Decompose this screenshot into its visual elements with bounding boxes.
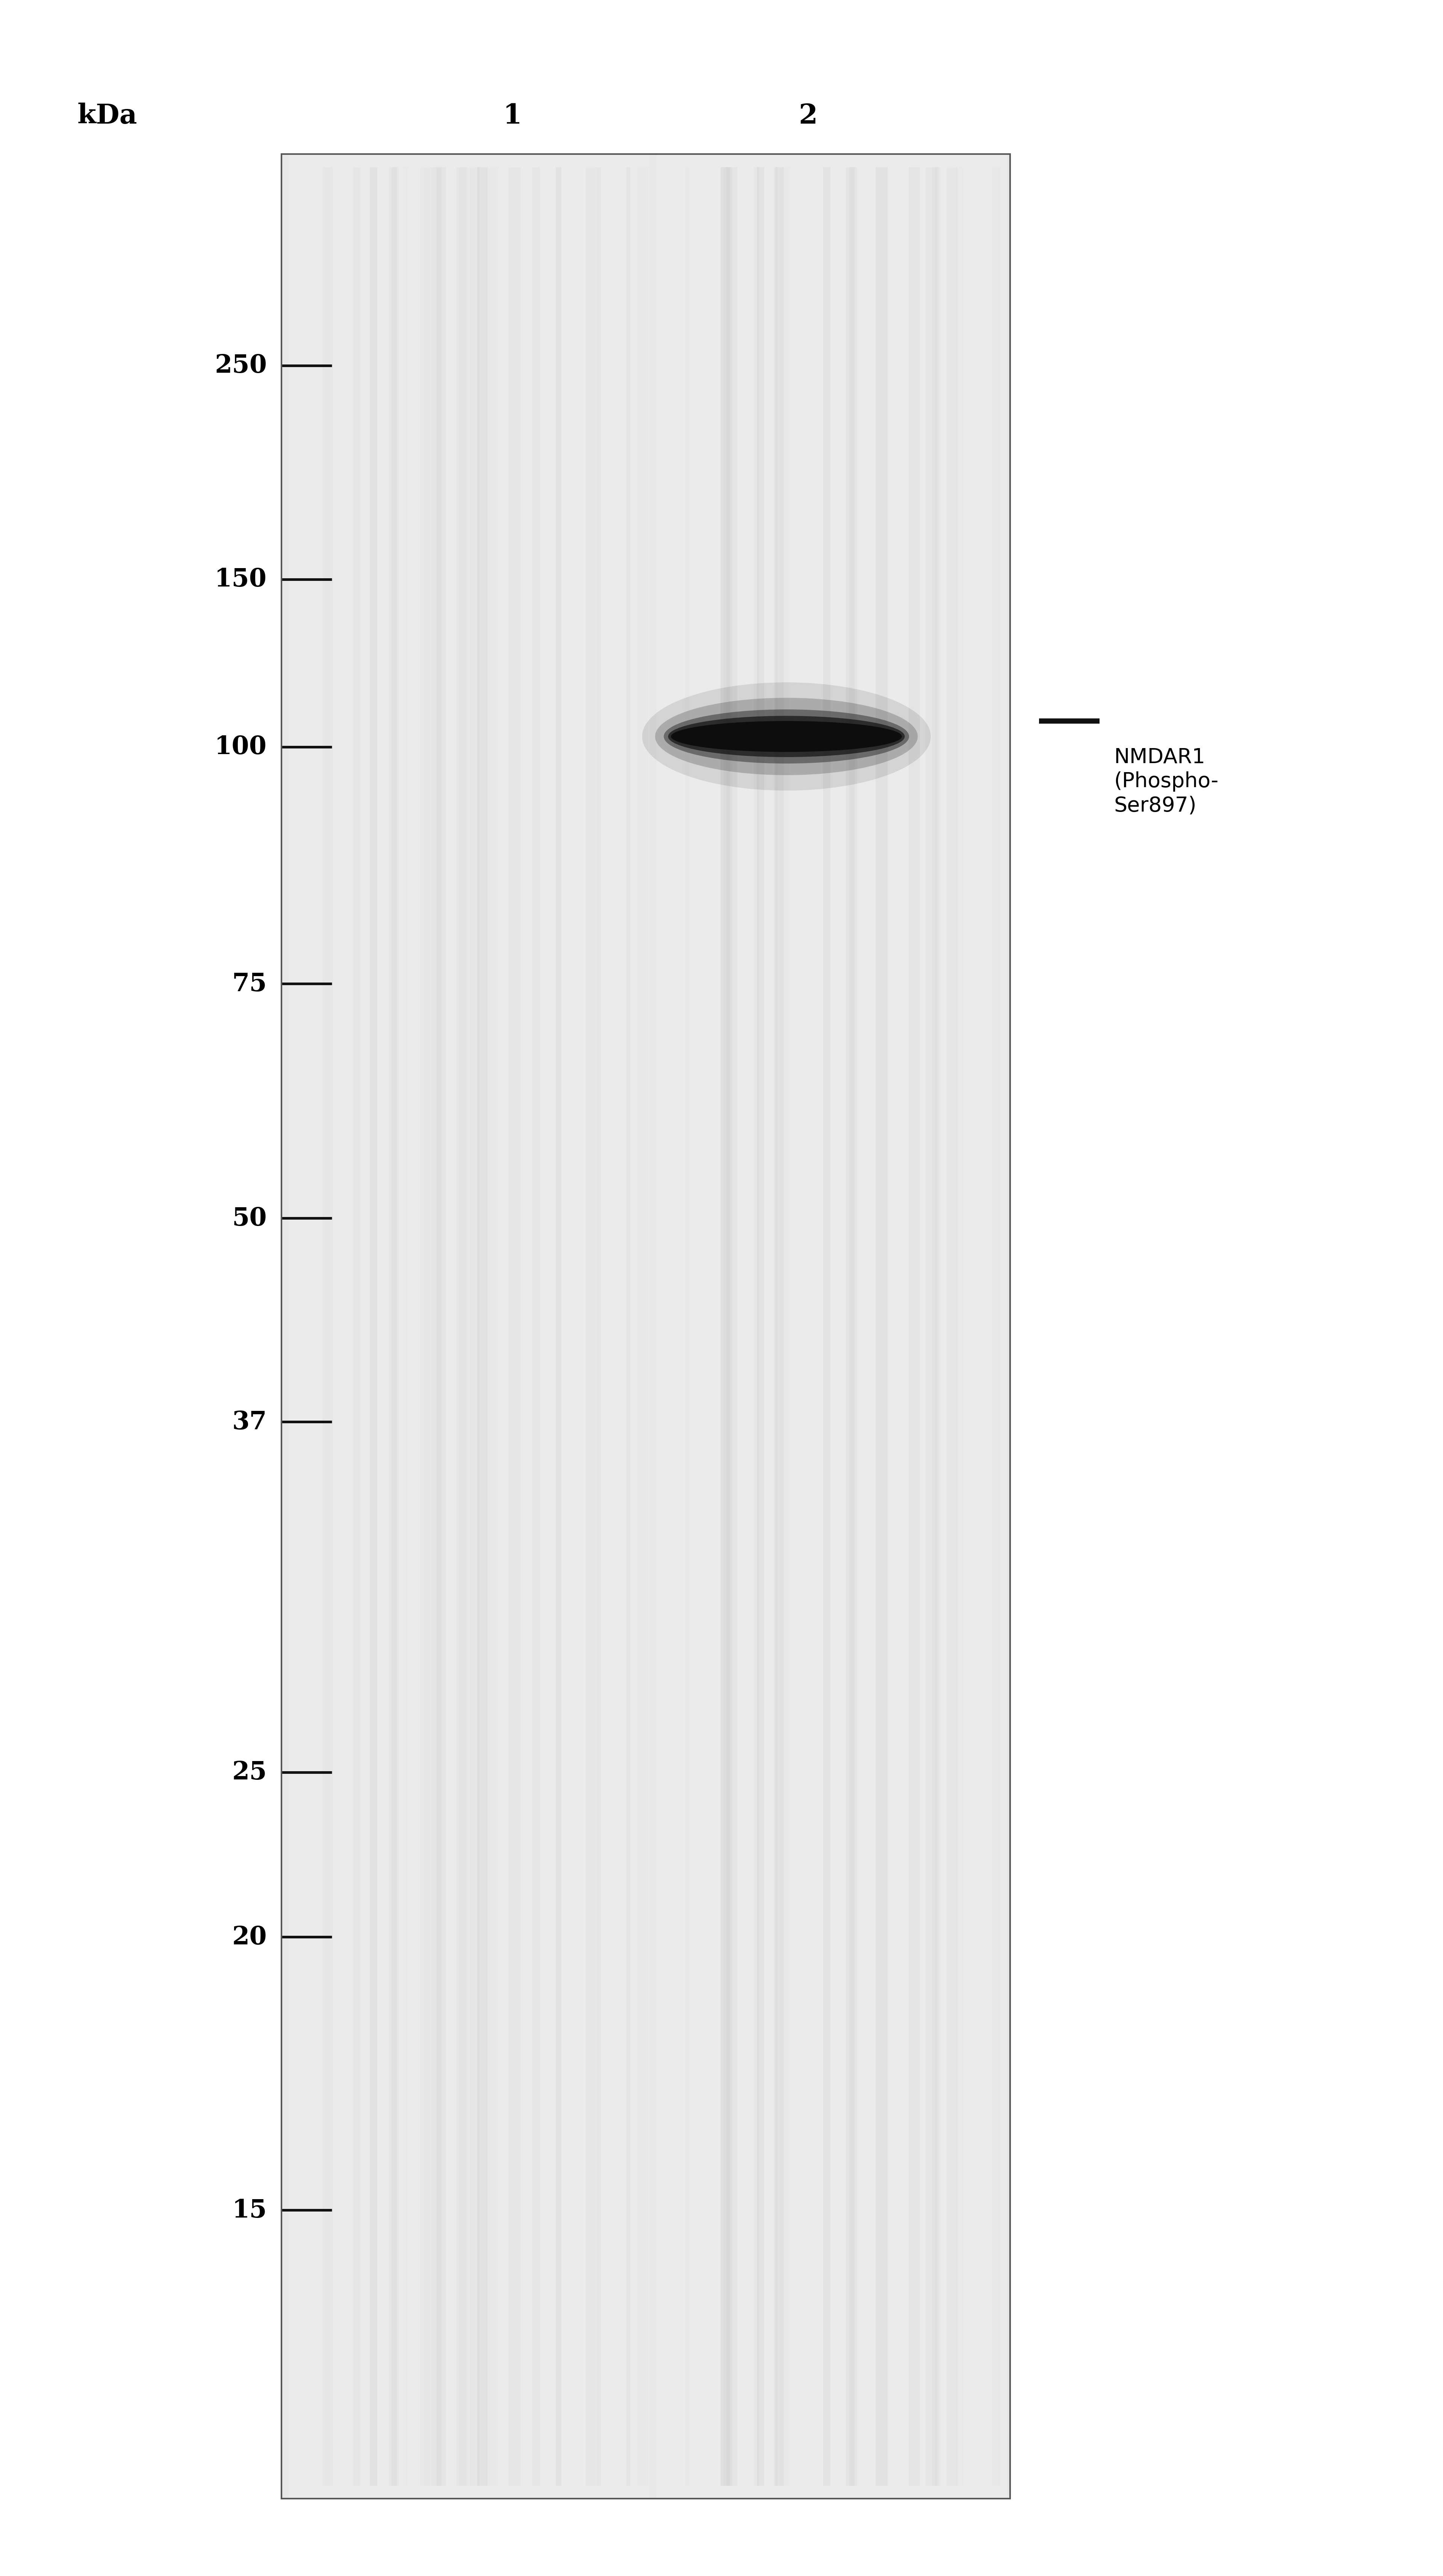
Bar (685, 167, 690, 2486)
Bar (431, 167, 442, 2486)
Text: 2: 2 (798, 103, 818, 129)
Bar (657, 155, 1007, 2499)
Bar (753, 167, 759, 2486)
Ellipse shape (655, 698, 918, 775)
Text: 15: 15 (232, 2197, 267, 2223)
Bar (724, 167, 730, 2486)
Text: 25: 25 (232, 1759, 267, 1785)
Bar (846, 167, 854, 2486)
Bar (556, 167, 561, 2486)
Bar (935, 167, 939, 2486)
Bar (626, 167, 631, 2486)
Bar (775, 167, 784, 2486)
Bar (932, 167, 941, 2486)
Bar (756, 167, 765, 2486)
Bar (436, 167, 446, 2486)
Ellipse shape (642, 683, 931, 791)
Bar (955, 167, 962, 2486)
Ellipse shape (668, 716, 905, 757)
Bar (354, 167, 361, 2486)
Bar (508, 167, 521, 2486)
Bar (726, 167, 737, 2486)
Bar (456, 167, 466, 2486)
Text: 250: 250 (215, 353, 267, 379)
Bar (478, 167, 488, 2486)
Bar (991, 167, 1000, 2486)
Bar (470, 167, 479, 2486)
Bar (459, 167, 470, 2486)
Bar (322, 167, 333, 2486)
Text: 1: 1 (502, 103, 522, 129)
Bar (391, 167, 398, 2486)
Bar (586, 167, 596, 2486)
Bar (848, 167, 857, 2486)
Bar (638, 167, 648, 2486)
Bar (773, 167, 778, 2486)
Bar (281, 155, 1010, 2499)
Bar (420, 167, 424, 2486)
Text: kDa: kDa (76, 103, 137, 129)
Bar (779, 167, 789, 2486)
Text: NMDAR1
(Phospho-
Ser897): NMDAR1 (Phospho- Ser897) (1114, 747, 1218, 817)
Text: 37: 37 (232, 1409, 267, 1435)
Bar (925, 167, 938, 2486)
Text: 75: 75 (232, 971, 267, 997)
Bar (486, 167, 498, 2486)
Bar (596, 167, 600, 2486)
Text: 150: 150 (215, 567, 267, 592)
Bar (926, 167, 938, 2486)
Ellipse shape (664, 711, 909, 762)
Bar (369, 167, 377, 2486)
Bar (532, 167, 540, 2486)
Bar (289, 155, 649, 2499)
Bar (424, 167, 431, 2486)
Bar (947, 167, 958, 2486)
Bar (876, 167, 887, 2486)
Ellipse shape (671, 721, 902, 752)
Bar (403, 167, 408, 2486)
Text: 20: 20 (232, 1924, 267, 1950)
Bar (823, 167, 831, 2486)
Bar (720, 167, 730, 2486)
Bar (720, 167, 733, 2486)
Bar (281, 155, 1010, 2499)
Bar (909, 167, 919, 2486)
Bar (388, 167, 397, 2486)
Text: 50: 50 (232, 1206, 267, 1231)
Text: 100: 100 (215, 734, 267, 760)
